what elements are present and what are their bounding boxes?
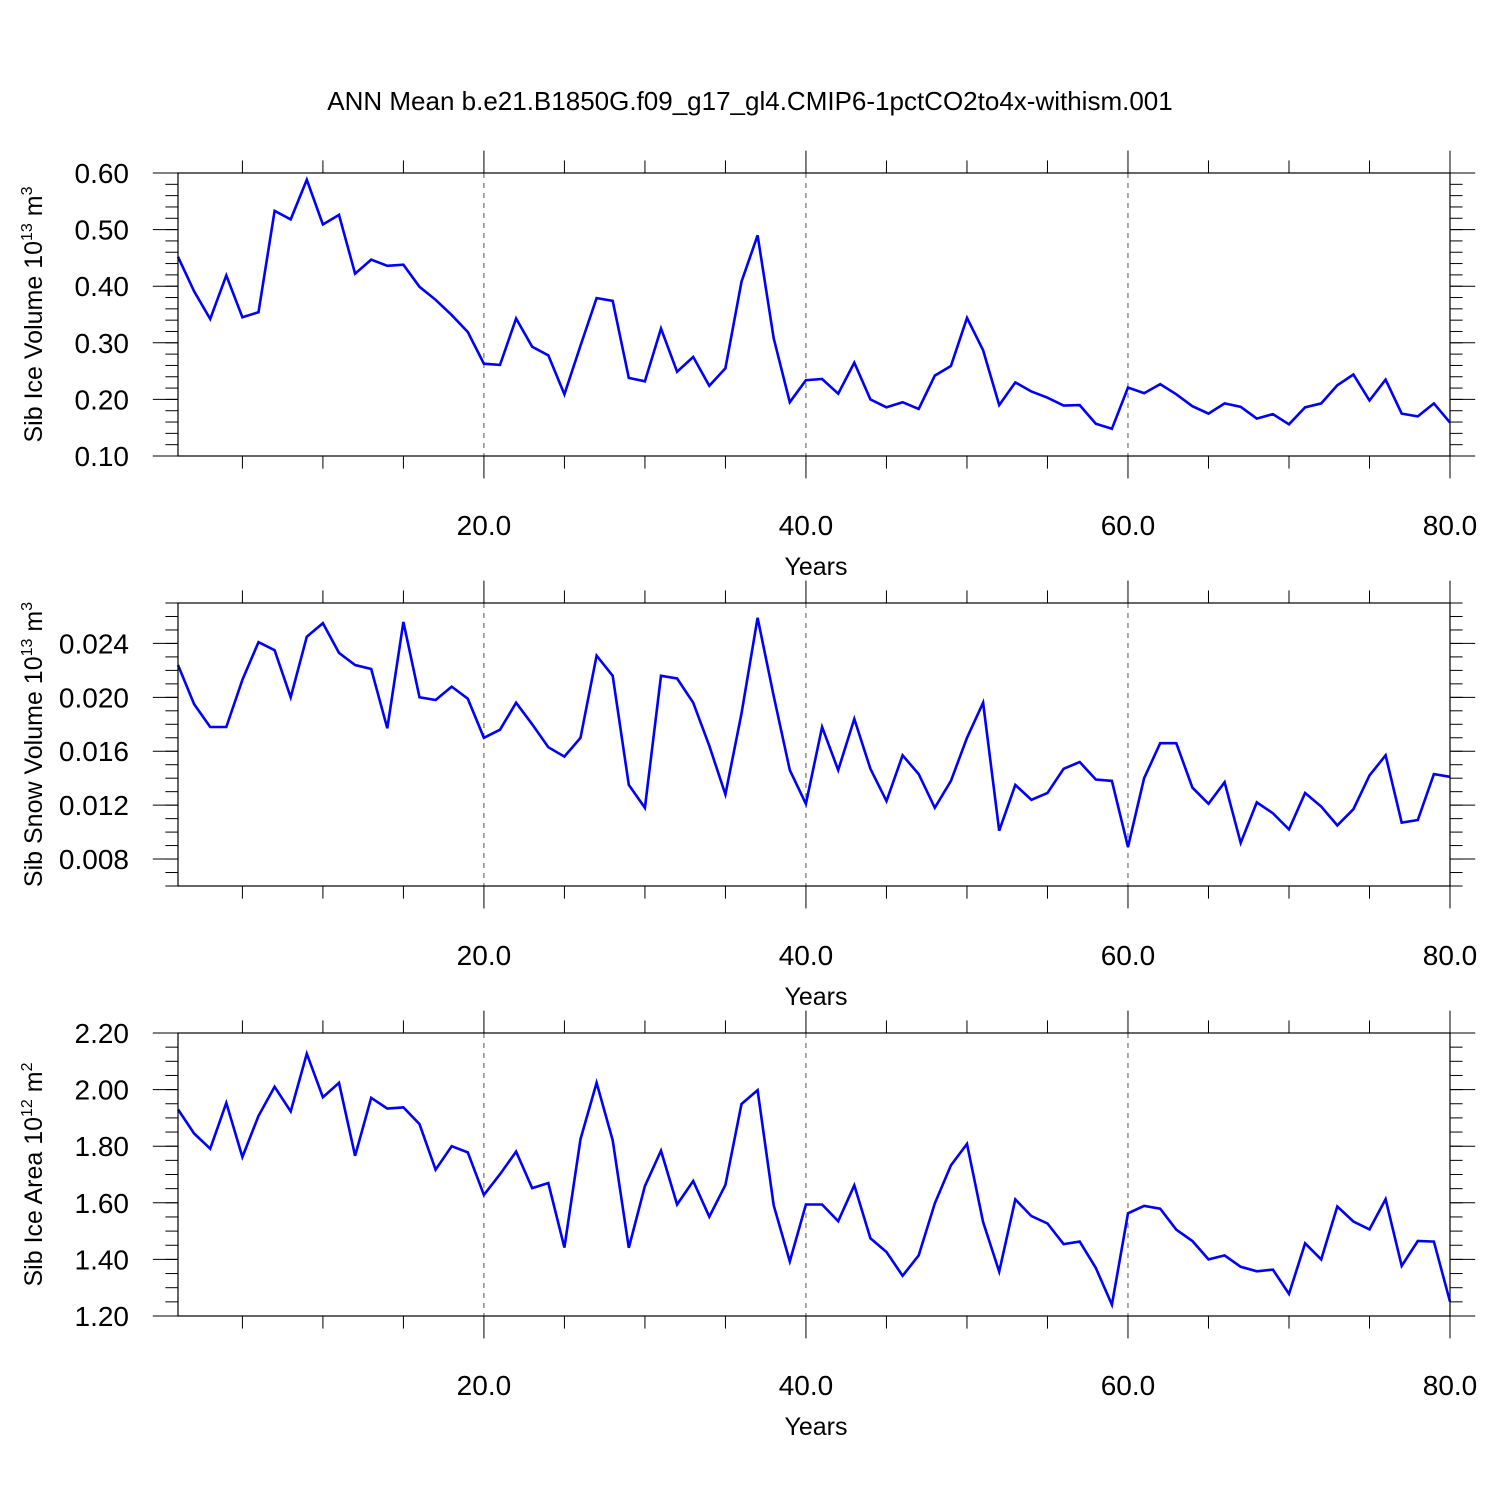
x-axis-title: Years (784, 1413, 847, 1441)
panel-sib-ice-volume: 20.0 40.0 60.0 80.0 0.10 0.20 0.30 0.40 0.50 0.60… (19, 150, 1478, 581)
y-tick-label: 0.024 (59, 628, 129, 659)
x-tick-label: 40.0 (779, 510, 834, 541)
x-tick-label: 80.0 (1423, 940, 1478, 971)
y-axis-title-superscript: 3 (19, 602, 36, 611)
panel-sib-snow-volume: 20.0 40.0 60.0 80.0 0.008 0.012 0.016 0.020 0.02… (19, 580, 1478, 1011)
x-tick-label: 80.0 (1423, 1370, 1478, 1401)
y-tick-label: 0.10 (75, 441, 130, 472)
y-axis-title-part: Sib Ice Area 10 (20, 1117, 48, 1287)
y-tick-label: 1.40 (75, 1244, 130, 1275)
y-tick-label: 0.20 (75, 384, 130, 415)
y-axis-title: Sib Ice Volume 1013 m3 (19, 186, 48, 442)
x-tick-label: 20.0 (457, 1370, 512, 1401)
plot-frame (177, 602, 1451, 887)
y-tick-label: 1.20 (75, 1301, 130, 1332)
y-axis-title-superscript: 3 (19, 186, 36, 195)
y-tick-label: 1.80 (75, 1131, 130, 1162)
x-tick-label: 20.0 (457, 510, 512, 541)
y-axis-title-part: Sib Snow Volume 10 (20, 656, 48, 887)
plot-frame (177, 172, 1451, 457)
y-axis-title-part: m (20, 195, 48, 223)
y-tick-label: 0.50 (75, 215, 130, 246)
x-axis-title: Years (784, 553, 847, 581)
y-axis-title-superscript: 2 (19, 1062, 36, 1071)
y-tick-label: 0.020 (59, 682, 129, 713)
y-axis-title-part: Sib Ice Volume 10 (20, 241, 48, 443)
x-tick-label: 80.0 (1423, 510, 1478, 541)
y-tick-label: 1.60 (75, 1188, 130, 1219)
x-tick-label: 60.0 (1101, 1370, 1156, 1401)
series-line (176, 617, 1451, 848)
y-tick-label: 2.00 (75, 1075, 130, 1106)
x-tick-label: 60.0 (1101, 940, 1156, 971)
plot-frame (177, 1032, 1451, 1317)
y-tick-label: 2.20 (75, 1018, 130, 1049)
x-tick-label: 60.0 (1101, 510, 1156, 541)
x-axis-title: Years (784, 983, 847, 1011)
y-tick-label: 0.016 (59, 736, 129, 767)
panel-sib-ice-area: 20.0 40.0 60.0 80.0 1.20 1.40 1.60 1.80 2.00 2.20… (19, 1010, 1478, 1441)
x-tick-label: 40.0 (779, 940, 834, 971)
y-axis-title-part: m (20, 611, 48, 639)
series-line (176, 176, 1451, 431)
y-tick-label: 0.30 (75, 328, 130, 359)
y-axis-title: Sib Ice Area 1012 m2 (19, 1062, 48, 1286)
y-axis-title-part: m (20, 1071, 48, 1099)
x-tick-label: 40.0 (779, 1370, 834, 1401)
y-axis-title-superscript: 13 (19, 223, 36, 241)
y-tick-label: 0.012 (59, 790, 129, 821)
figure-title: ANN Mean b.e21.B1850G.f09_g17_gl4.CMIP6-… (327, 86, 1172, 116)
y-axis-title-superscript: 12 (19, 1099, 36, 1117)
y-tick-label: 0.40 (75, 271, 130, 302)
y-tick-label: 0.60 (75, 158, 130, 189)
y-axis-title-superscript: 13 (19, 638, 36, 656)
y-axis-title: Sib Snow Volume 1013 m3 (19, 602, 48, 887)
series-line (176, 1049, 1452, 1310)
x-tick-label: 20.0 (457, 940, 512, 971)
y-tick-label: 0.008 (59, 844, 129, 875)
